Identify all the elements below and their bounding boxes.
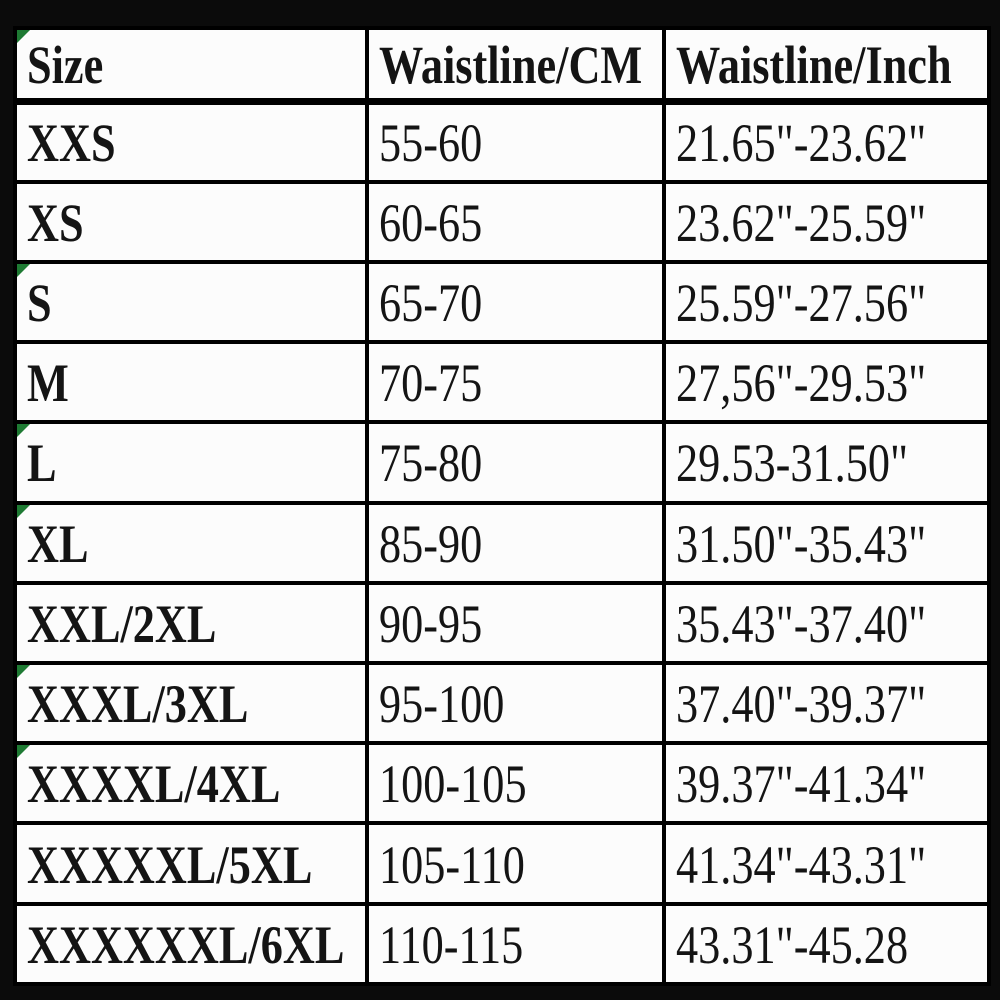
waistline-cm-cell: 65-70 xyxy=(365,259,666,345)
size-cell: XXXXXL/5XL xyxy=(13,821,369,906)
waistline-inch-value: 39.37"-41.34" xyxy=(676,754,927,815)
waistline-inch-cell: 43.31"-45.28 xyxy=(662,901,991,987)
cell-comment-marker-icon xyxy=(19,31,30,43)
waistline-inch-value: 31.50"-35.43" xyxy=(676,513,927,574)
table-header: Size Waistline/CM Waistline/Inch xyxy=(13,26,991,105)
waistline-cm-cell: 110-115 xyxy=(365,901,666,987)
size-chart-table: Size Waistline/CM Waistline/Inch XXS 55-… xyxy=(13,26,991,987)
waistline-cm-value: 105-110 xyxy=(379,834,525,895)
waistline-cm-value: 75-80 xyxy=(379,433,483,494)
cell-comment-marker-icon xyxy=(19,667,30,679)
size-value: XXXXXXL/6XL xyxy=(27,914,345,975)
waistline-cm-cell: 105-110 xyxy=(365,821,666,906)
header-label-waistline-cm: Waistline/CM xyxy=(379,35,643,95)
header-cell-waistline-cm: Waistline/CM xyxy=(365,26,666,105)
waistline-cm-value: 55-60 xyxy=(379,113,483,174)
cell-comment-marker-icon xyxy=(19,747,30,759)
waistline-inch-value: 21.65"-23.62" xyxy=(676,113,927,174)
waistline-cm-value: 70-75 xyxy=(379,353,483,414)
waistline-cm-value: 90-95 xyxy=(379,593,483,654)
table-row: XL 85-90 31.50"-35.43" xyxy=(13,500,991,585)
waistline-cm-cell: 95-100 xyxy=(365,661,666,746)
size-value: XL xyxy=(27,513,89,574)
waistline-inch-cell: 41.34"-43.31" xyxy=(662,821,991,906)
size-cell: XXXXL/4XL xyxy=(13,741,369,826)
header-row: Size Waistline/CM Waistline/Inch xyxy=(13,26,991,105)
waistline-inch-value: 41.34"-43.31" xyxy=(676,834,927,895)
header-label-waistline-inch: Waistline/Inch xyxy=(676,35,952,95)
waistline-inch-cell: 39.37"-41.34" xyxy=(662,741,991,826)
table-row: XS 60-65 23.62"-25.59" xyxy=(13,179,991,264)
table-row: XXL/2XL 90-95 35.43"-37.40" xyxy=(13,580,991,666)
size-value: M xyxy=(27,353,69,414)
waistline-inch-value: 27,56"-29.53" xyxy=(676,353,927,414)
table-row: L 75-80 29.53-31.50" xyxy=(13,420,991,505)
table-row: XXXXXL/5XL 105-110 41.34"-43.31" xyxy=(13,821,991,906)
size-value: XXL/2XL xyxy=(27,593,217,654)
waistline-inch-cell: 29.53-31.50" xyxy=(662,420,991,505)
table-row: S 65-70 25.59"-27.56" xyxy=(13,259,991,345)
waistline-cm-value: 60-65 xyxy=(379,192,483,253)
waistline-inch-cell: 31.50"-35.43" xyxy=(662,500,991,585)
size-value: XXXXXL/5XL xyxy=(27,834,313,895)
waistline-inch-value: 43.31"-45.28 xyxy=(676,914,909,975)
size-cell: XL xyxy=(13,500,369,585)
waistline-inch-value: 37.40"-39.37" xyxy=(676,674,927,735)
waistline-cm-value: 65-70 xyxy=(379,273,483,334)
waistline-cm-cell: 70-75 xyxy=(365,340,666,425)
size-cell: M xyxy=(13,340,369,425)
cell-comment-marker-icon xyxy=(19,506,30,518)
waistline-cm-cell: 90-95 xyxy=(365,580,666,666)
header-label-size: Size xyxy=(27,35,104,95)
size-value: XXXXL/4XL xyxy=(27,754,281,815)
size-cell: S xyxy=(13,259,369,345)
table-body: XXS 55-60 21.65"-23.62" XS 60-65 23.62"-… xyxy=(13,99,991,987)
waistline-inch-cell: 27,56"-29.53" xyxy=(662,340,991,425)
waistline-inch-cell: 35.43"-37.40" xyxy=(662,580,991,666)
waistline-inch-value: 35.43"-37.40" xyxy=(676,593,927,654)
table-row: M 70-75 27,56"-29.53" xyxy=(13,340,991,425)
waistline-inch-cell: 37.40"-39.37" xyxy=(662,661,991,746)
waistline-cm-cell: 85-90 xyxy=(365,500,666,585)
waistline-inch-cell: 23.62"-25.59" xyxy=(662,179,991,264)
table-row: XXS 55-60 21.65"-23.62" xyxy=(13,99,991,184)
size-value: S xyxy=(27,273,52,334)
header-cell-waistline-inch: Waistline/Inch xyxy=(662,26,991,105)
size-value: XXS xyxy=(27,113,116,174)
waistline-inch-value: 23.62"-25.59" xyxy=(676,192,927,253)
waistline-cm-cell: 75-80 xyxy=(365,420,666,505)
size-value: XS xyxy=(27,192,84,253)
waistline-cm-cell: 60-65 xyxy=(365,179,666,264)
size-cell: L xyxy=(13,420,369,505)
size-cell: XXXL/3XL xyxy=(13,661,369,746)
size-value: L xyxy=(27,433,57,494)
size-cell: XS xyxy=(13,179,369,264)
waistline-inch-cell: 21.65"-23.62" xyxy=(662,99,991,184)
waistline-inch-value: 25.59"-27.56" xyxy=(676,273,927,334)
size-value: XXXL/3XL xyxy=(27,674,249,735)
table-row: XXXL/3XL 95-100 37.40"-39.37" xyxy=(13,661,991,746)
table-row: XXXXXXL/6XL 110-115 43.31"-45.28 xyxy=(13,901,991,987)
waistline-cm-value: 95-100 xyxy=(379,674,505,735)
waistline-cm-cell: 100-105 xyxy=(365,741,666,826)
waistline-inch-cell: 25.59"-27.56" xyxy=(662,259,991,345)
table-row: XXXXL/4XL 100-105 39.37"-41.34" xyxy=(13,741,991,826)
waistline-cm-value: 100-105 xyxy=(379,754,527,815)
waistline-cm-cell: 55-60 xyxy=(365,99,666,184)
cell-comment-marker-icon xyxy=(19,426,30,438)
size-cell: XXL/2XL xyxy=(13,580,369,666)
waistline-inch-value: 29.53-31.50" xyxy=(676,433,909,494)
size-cell: XXS xyxy=(13,99,369,184)
cell-comment-marker-icon xyxy=(19,265,30,277)
waistline-cm-value: 110-115 xyxy=(379,914,524,975)
waistline-cm-value: 85-90 xyxy=(379,513,483,574)
header-cell-size: Size xyxy=(13,26,369,105)
size-cell: XXXXXXL/6XL xyxy=(13,901,369,987)
